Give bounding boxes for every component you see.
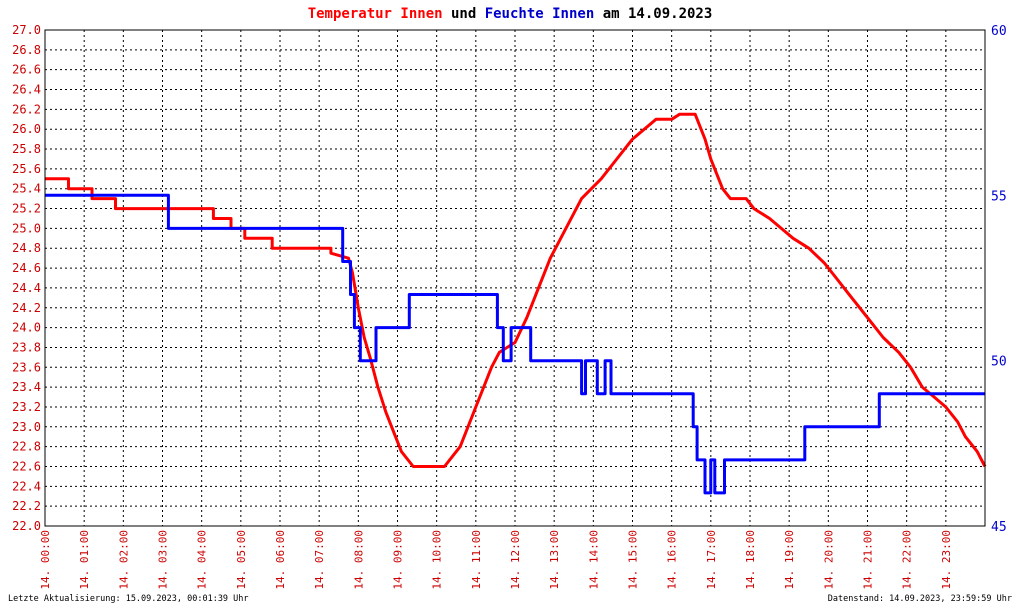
y-left-tick-label: 22.6 bbox=[12, 459, 41, 473]
y-axis-left: 22.0 22.2 22.4 22.6 22.8 23.0 23.2 23.4 23.6 23.8… bbox=[12, 23, 41, 533]
x-tick-label: 14. 04:00 bbox=[196, 530, 209, 590]
x-tick-label: 14. 12:00 bbox=[509, 530, 522, 590]
x-tick-label: 14. 20:00 bbox=[822, 530, 835, 590]
y-left-tick-label: 23.6 bbox=[12, 360, 41, 374]
x-tick-label: 14. 16:00 bbox=[666, 530, 679, 590]
footer-left: Letzte Aktualisierung: 15.09.2023, 00:01… bbox=[8, 594, 249, 604]
y-left-tick-label: 24.8 bbox=[12, 241, 41, 255]
title-und: und bbox=[443, 6, 485, 22]
x-tick-label: 14. 09:00 bbox=[392, 530, 405, 590]
y-left-tick-label: 26.2 bbox=[12, 102, 41, 116]
x-tick-label: 14. 13:00 bbox=[548, 530, 561, 590]
y-left-tick-label: 22.4 bbox=[12, 479, 41, 493]
footer-right: Datenstand: 14.09.2023, 23:59:59 Uhr bbox=[828, 594, 1012, 604]
y-left-tick-label: 26.8 bbox=[12, 43, 41, 57]
y-left-tick-label: 22.8 bbox=[12, 440, 41, 454]
plot-frame bbox=[44, 29, 986, 527]
x-tick-label: 14. 10:00 bbox=[431, 530, 444, 590]
x-tick-label: 14. 15:00 bbox=[627, 530, 640, 590]
y-left-tick-label: 24.4 bbox=[12, 281, 41, 295]
x-tick-label: 14. 18:00 bbox=[744, 530, 757, 590]
y-left-tick-label: 23.4 bbox=[12, 380, 41, 394]
x-tick-label: 14. 23:00 bbox=[940, 530, 953, 590]
y-left-tick-label: 25.2 bbox=[12, 202, 41, 216]
x-tick-label: 14. 00:00 bbox=[39, 530, 52, 590]
y-left-tick-label: 25.6 bbox=[12, 162, 41, 176]
y-left-tick-label: 26.4 bbox=[12, 83, 41, 97]
x-tick-label: 14. 06:00 bbox=[274, 530, 287, 590]
y-left-tick-label: 22.2 bbox=[12, 499, 41, 513]
x-tick-label: 14. 01:00 bbox=[78, 530, 91, 590]
x-tick-label: 14. 14:00 bbox=[587, 530, 600, 590]
x-tick-label: 14. 03:00 bbox=[157, 530, 170, 590]
y-left-tick-label: 25.0 bbox=[12, 221, 41, 235]
y-left-tick-label: 22.0 bbox=[12, 519, 41, 533]
x-tick-label: 14. 08:00 bbox=[352, 530, 365, 590]
grid bbox=[45, 30, 985, 526]
y-right-tick-label: 50 bbox=[991, 355, 1007, 370]
y-left-tick-label: 24.6 bbox=[12, 261, 41, 275]
y-left-tick-label: 23.8 bbox=[12, 340, 41, 354]
y-left-tick-label: 23.0 bbox=[12, 420, 41, 434]
x-tick-label: 14. 05:00 bbox=[235, 530, 248, 590]
x-tick-label: 14. 07:00 bbox=[313, 530, 326, 590]
x-tick-label: 14. 22:00 bbox=[901, 530, 914, 590]
y-left-tick-label: 25.8 bbox=[12, 142, 41, 156]
y-left-tick-label: 23.2 bbox=[12, 400, 41, 414]
title-temperature: Temperatur Innen bbox=[308, 6, 443, 22]
x-tick-label: 14. 19:00 bbox=[783, 530, 796, 590]
y-axis-right: 45 50 55 60 bbox=[991, 24, 1007, 535]
title-date: am 14.09.2023 bbox=[594, 6, 712, 22]
chart-title: Temperatur Innen und Feuchte Innen am 14… bbox=[308, 6, 713, 22]
title-humidity: Feuchte Innen bbox=[485, 6, 595, 22]
y-left-tick-label: 24.0 bbox=[12, 321, 41, 335]
series-line-0 bbox=[45, 112, 987, 468]
y-right-tick-label: 60 bbox=[991, 24, 1007, 39]
x-axis: 14. 00:00 14. 01:00 14. 02:00 14. 03:00 14. … bbox=[39, 530, 953, 590]
y-right-tick-label: 45 bbox=[991, 520, 1007, 535]
x-tick-label: 14. 02:00 bbox=[117, 530, 130, 590]
x-tick-label: 14. 17:00 bbox=[705, 530, 718, 590]
y-left-tick-label: 24.2 bbox=[12, 301, 41, 315]
series-layer bbox=[45, 112, 987, 495]
y-left-tick-label: 26.6 bbox=[12, 63, 41, 77]
x-tick-label: 14. 21:00 bbox=[862, 530, 875, 590]
y-left-tick-label: 25.4 bbox=[12, 182, 41, 196]
y-right-tick-label: 55 bbox=[991, 189, 1007, 204]
series-line-1 bbox=[45, 193, 985, 495]
x-tick-label: 14. 11:00 bbox=[470, 530, 483, 590]
y-left-tick-label: 27.0 bbox=[12, 23, 41, 37]
y-left-tick-label: 26.0 bbox=[12, 122, 41, 136]
